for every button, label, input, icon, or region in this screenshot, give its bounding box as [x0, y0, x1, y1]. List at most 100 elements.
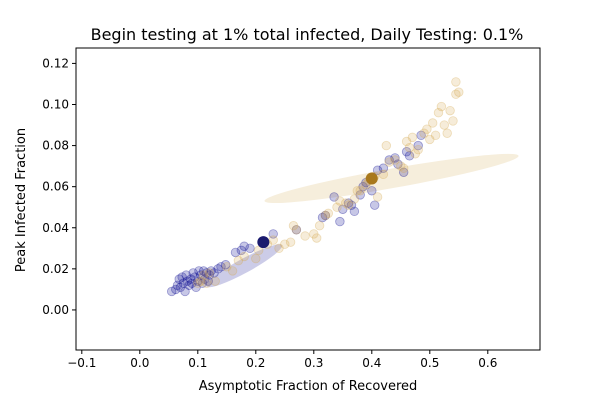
data-point	[349, 194, 360, 204]
data-point	[372, 165, 383, 175]
data-points	[166, 77, 464, 297]
data-point	[335, 216, 345, 227]
data-point	[291, 225, 302, 235]
confidence-ellipse-2	[264, 153, 519, 203]
data-point	[312, 233, 322, 243]
mean-markers	[257, 172, 378, 249]
data-point	[291, 225, 302, 235]
data-point	[407, 132, 418, 143]
chart-title: Begin testing at 1% total infected, Dail…	[91, 25, 524, 44]
data-point	[378, 163, 389, 173]
data-point	[172, 280, 183, 290]
data-point	[230, 247, 241, 258]
x-tick-label: 0.3	[304, 356, 323, 370]
data-point	[401, 147, 412, 157]
data-point	[239, 241, 249, 251]
y-tick-label: 0.04	[42, 221, 69, 235]
data-point	[393, 159, 403, 169]
data-point	[332, 202, 342, 212]
data-point	[410, 149, 421, 159]
confidence-ellipses	[206, 153, 519, 288]
data-point	[251, 253, 261, 264]
y-tick-label: 0.08	[42, 139, 69, 153]
data-point	[171, 284, 181, 295]
data-point	[195, 270, 206, 280]
data-point	[384, 155, 394, 165]
data-point	[193, 276, 203, 286]
data-point	[399, 167, 409, 177]
data-point	[268, 235, 278, 245]
data-point	[454, 87, 464, 97]
data-point	[430, 130, 441, 141]
data-point	[180, 286, 190, 297]
data-point	[187, 278, 197, 288]
data-point	[209, 268, 219, 278]
data-point	[280, 239, 290, 249]
data-point	[320, 210, 331, 221]
data-point	[184, 280, 194, 290]
x-tick-label: 0.0	[130, 356, 149, 370]
data-point	[404, 151, 415, 161]
data-point	[355, 190, 365, 200]
data-point	[396, 161, 406, 171]
data-point	[320, 210, 331, 221]
data-point	[204, 268, 215, 278]
data-point	[309, 229, 319, 239]
data-point	[201, 268, 212, 278]
data-point	[355, 186, 365, 196]
data-point	[285, 237, 296, 247]
data-point	[358, 181, 368, 192]
data-point	[182, 276, 193, 286]
y-axis: 0.00 0.02 0.04 0.06 0.08 0.10 0.12	[42, 56, 76, 317]
data-point	[314, 221, 325, 231]
data-point	[177, 272, 187, 282]
data-point	[378, 169, 389, 180]
data-point	[233, 255, 244, 266]
data-point	[422, 124, 432, 134]
data-point	[274, 243, 284, 254]
data-point	[195, 276, 206, 286]
y-tick-label: 0.00	[42, 303, 69, 317]
x-tick-label: 0.2	[246, 356, 265, 370]
data-point	[399, 163, 409, 173]
data-point	[194, 266, 204, 276]
data-point	[197, 278, 208, 288]
data-point	[436, 101, 447, 112]
x-tick-label: 0.1	[188, 356, 207, 370]
x-tick-label: 0.5	[420, 356, 439, 370]
x-axis: −0.1 0.0 0.1 0.2 0.3 0.4 0.5 0.6	[67, 350, 497, 370]
y-tick-label: 0.12	[42, 56, 69, 70]
data-point	[254, 245, 264, 256]
data-point	[401, 136, 412, 147]
x-axis-label: Asymptotic Fraction of Recovered	[199, 379, 418, 394]
data-point	[178, 278, 189, 288]
data-point	[236, 245, 247, 256]
data-point	[404, 142, 415, 153]
data-point	[198, 266, 209, 276]
data-point	[335, 196, 345, 206]
data-point	[216, 262, 226, 272]
confidence-ellipse-1	[206, 244, 283, 288]
data-point	[227, 266, 238, 276]
data-point	[367, 186, 377, 196]
data-point	[384, 157, 394, 167]
data-point	[213, 264, 223, 274]
x-tick-label: 0.4	[362, 356, 381, 370]
data-point	[239, 251, 249, 262]
data-point	[210, 276, 220, 286]
data-point	[428, 118, 438, 128]
data-point	[193, 278, 203, 288]
y-tick-label: 0.02	[42, 262, 69, 276]
mean-marker-1	[257, 236, 270, 249]
data-point	[201, 278, 212, 288]
data-point	[451, 77, 461, 87]
data-point	[445, 105, 455, 116]
data-point	[370, 200, 380, 210]
data-point	[245, 243, 255, 254]
data-point	[425, 134, 435, 145]
data-point	[381, 140, 392, 151]
data-point	[181, 270, 191, 280]
data-point	[343, 198, 354, 208]
